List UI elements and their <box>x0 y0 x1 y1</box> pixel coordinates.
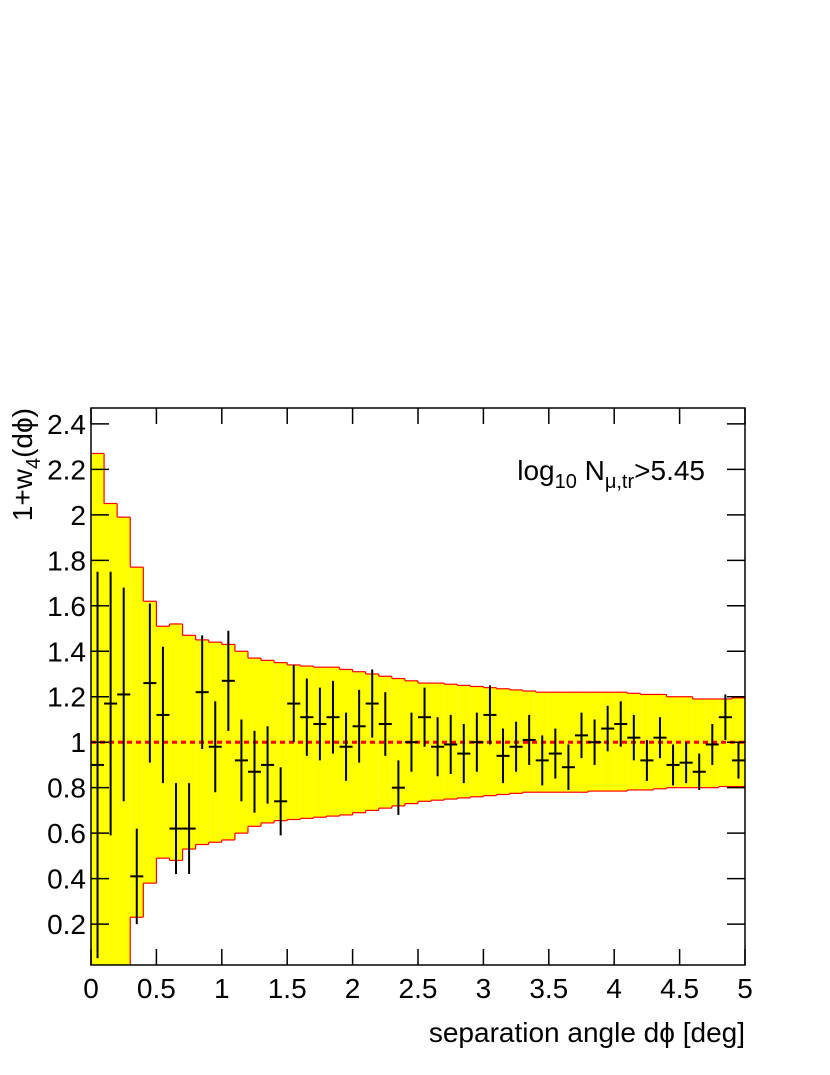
y-tick-label: 2.4 <box>47 409 86 440</box>
y-tick-label: 0.4 <box>47 864 86 895</box>
x-axis-label: separation angle dϕ [deg] <box>429 1017 745 1048</box>
text-part: >5.45 <box>634 455 705 486</box>
x-tick-label: 5 <box>737 973 753 1004</box>
x-tick-label: 4.5 <box>660 973 699 1004</box>
subscript: 10 <box>555 471 577 493</box>
y-tick-label: 0.2 <box>47 909 86 940</box>
x-tick-label: 3.5 <box>529 973 568 1004</box>
y-tick-label: 1.4 <box>47 636 86 667</box>
x-tick-label: 0.5 <box>137 973 176 1004</box>
y-tick-label: 1.6 <box>47 591 86 622</box>
text-part: 1+w <box>7 468 38 521</box>
text-part: N <box>577 455 605 486</box>
x-tick-label: 3 <box>476 973 492 1004</box>
x-tick-label: 2.5 <box>399 973 438 1004</box>
plot-area <box>91 452 745 965</box>
band-bin <box>692 699 706 788</box>
x-tick-label: 1 <box>214 973 230 1004</box>
text-part: (dϕ) <box>7 408 38 458</box>
y-axis-label: 1+w4(dϕ) <box>7 408 45 521</box>
x-tick-label: 4 <box>606 973 622 1004</box>
subscript: μ,tr <box>605 471 635 493</box>
text-part: log <box>517 455 554 486</box>
y-tick-label: 0.6 <box>47 818 86 849</box>
y-tick-label: 1 <box>70 727 86 758</box>
band-bin <box>182 635 196 850</box>
y-tick-label: 1.8 <box>47 545 86 576</box>
annotation: log10 Nμ,tr>5.45 <box>517 455 705 493</box>
subscript: 4 <box>23 458 45 469</box>
y-tick-label: 0.8 <box>47 773 86 804</box>
y-tick-label: 1.2 <box>47 682 86 713</box>
x-tick-label: 2 <box>345 973 361 1004</box>
y-tick-label: 2 <box>70 500 86 531</box>
y-tick-label: 2.2 <box>47 454 86 485</box>
x-tick-label: 0 <box>83 973 99 1004</box>
x-tick-label: 1.5 <box>268 973 307 1004</box>
